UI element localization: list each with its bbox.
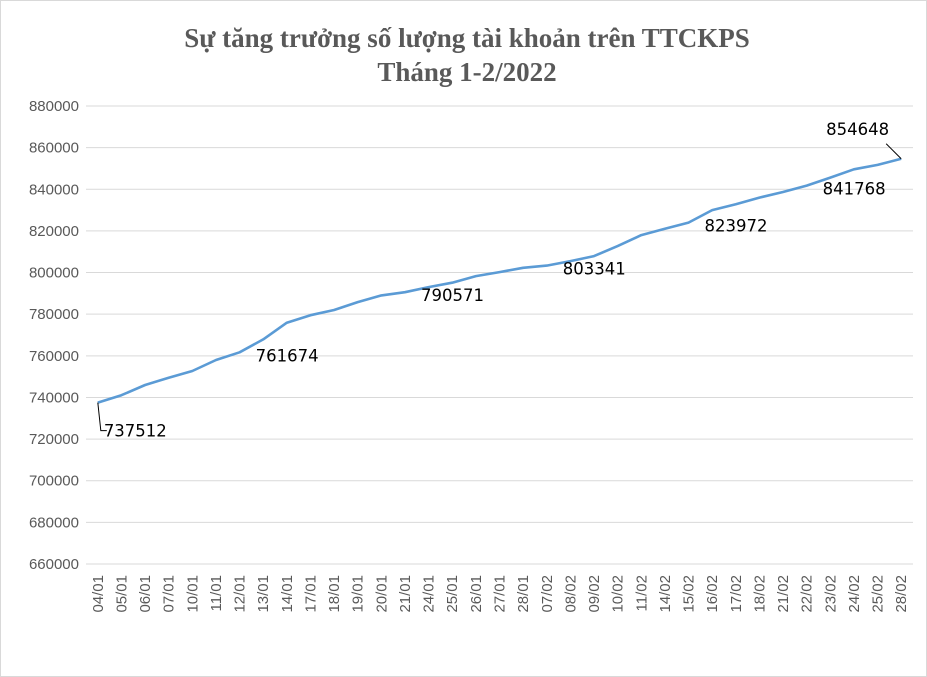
x-tick-label: 12/01 [232,575,249,613]
y-tick-label: 660000 [29,556,79,573]
leader-line [97,402,107,432]
x-tick-label: 04/01 [90,575,107,613]
x-tick-label: 27/01 [492,575,509,613]
y-tick-label: 800000 [29,265,79,282]
x-tick-label: 11/01 [208,575,225,611]
x-tick-label: 11/02 [633,575,650,611]
x-tick-label: 23/02 [822,575,839,613]
data-label: 737512 [104,422,167,441]
leader-line [885,143,902,160]
x-tick-label: 25/01 [444,575,461,613]
x-tick-label: 06/01 [137,575,154,613]
x-tick-label: 24/01 [421,575,438,613]
y-axis-ticks: 660000 680000 700000 720000 740000 760000 7800… [29,98,79,573]
x-tick-label: 09/02 [586,575,603,613]
x-tick-label: 21/01 [397,575,414,613]
y-tick-label: 860000 [29,140,79,157]
x-tick-label: 21/02 [775,575,792,613]
x-tick-label: 05/01 [113,575,130,613]
x-tick-label: 07/02 [539,575,556,613]
x-axis-ticks: 04/01 05/01 06/01 07/01 10/01 11/01 12/01 13/01… [90,575,910,613]
data-label: 841768 [823,180,886,199]
x-tick-label: 10/01 [184,575,201,613]
data-label: 854648 [826,120,889,139]
x-tick-label: 26/01 [468,575,485,613]
x-tick-label: 17/01 [302,575,319,613]
gridlines [86,105,913,565]
x-tick-label: 14/01 [279,575,296,613]
data-label: 761674 [256,346,319,365]
x-tick-label: 18/02 [751,575,768,613]
x-tick-label: 13/01 [255,575,272,613]
data-label: 790571 [421,286,484,305]
x-tick-label: 20/01 [373,575,390,613]
y-tick-label: 780000 [29,306,79,323]
data-labels: 737512 761674 790571 803341 823972 841768 8546… [97,120,902,441]
y-tick-label: 720000 [29,431,79,448]
x-tick-label: 19/01 [350,575,367,613]
series-line [97,157,902,404]
x-tick-label: 07/01 [161,575,178,613]
chart-title-line-1: Sự tăng trưởng số lượng tài khoản trên T… [184,23,750,53]
y-tick-label: 700000 [29,473,79,490]
x-tick-label: 28/02 [893,575,910,613]
x-tick-label: 15/02 [681,575,698,613]
y-tick-label: 840000 [29,181,79,198]
y-tick-label: 760000 [29,348,79,365]
x-tick-label: 28/01 [515,575,532,613]
data-label: 803341 [563,260,626,279]
x-tick-label: 24/02 [846,575,863,613]
x-tick-label: 22/02 [799,575,816,613]
x-tick-label: 17/02 [728,575,745,613]
x-tick-label: 10/02 [610,575,627,613]
y-tick-label: 820000 [29,223,79,240]
series-line-path [97,157,902,404]
x-tick-label: 16/02 [704,575,721,613]
data-label: 823972 [705,217,768,236]
y-tick-label: 740000 [29,389,79,406]
x-tick-label: 14/02 [657,575,674,613]
chart-title-line-2: Tháng 1-2/2022 [377,57,556,87]
y-tick-label: 880000 [29,98,79,115]
x-tick-label: 18/01 [326,575,343,613]
x-tick-label: 25/02 [870,575,887,613]
x-tick-label: 08/02 [562,575,579,613]
y-tick-label: 680000 [29,514,79,531]
